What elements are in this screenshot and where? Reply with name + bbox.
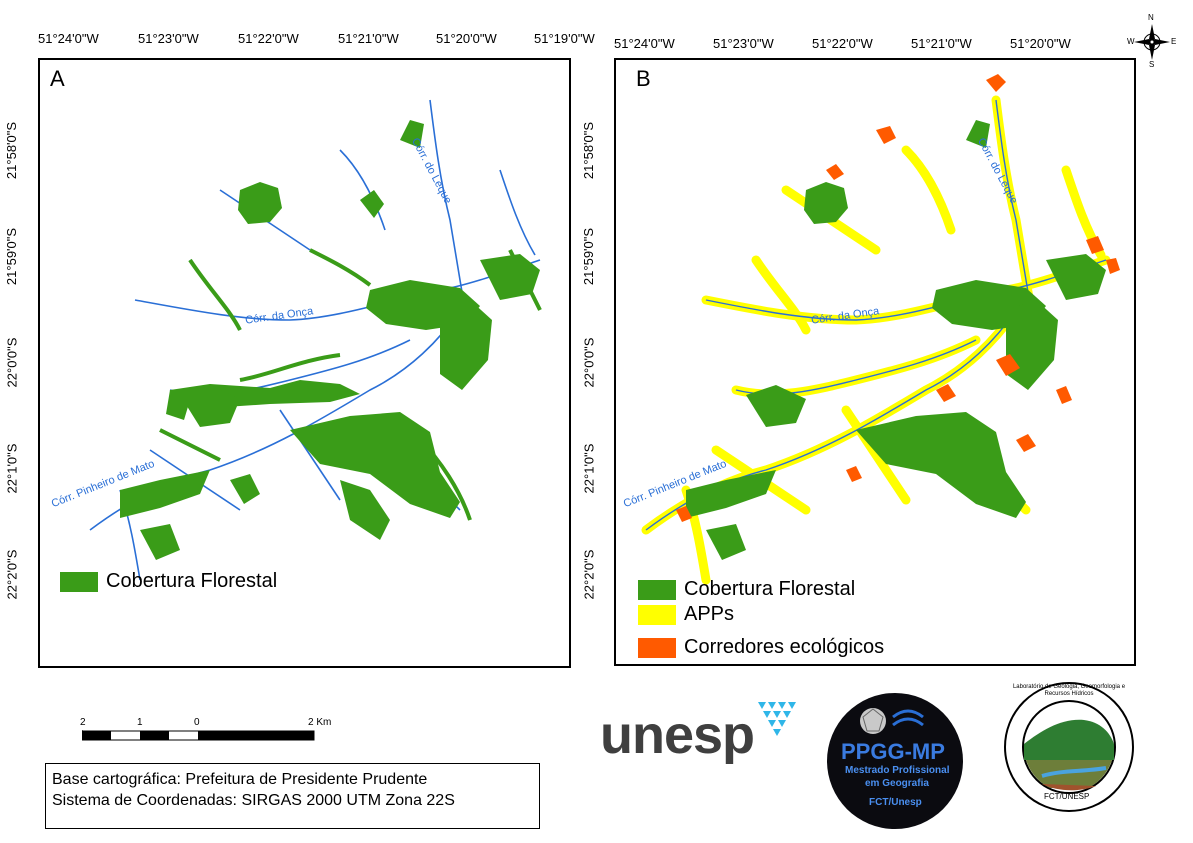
legend-label: Cobertura Florestal [106, 570, 278, 592]
latitude-label: 21°58'0"S [581, 121, 597, 180]
unesp-logo: unesp [600, 700, 800, 770]
unesp-triangles-icon [758, 702, 796, 736]
scale-label: 2 Km [308, 717, 332, 728]
legend-label: APPs [684, 603, 735, 625]
lab-logo: FCT/UNESP Laboratório de Geologia, Geomo… [1002, 680, 1136, 814]
longitude-label: 51°24'0"W [38, 31, 99, 46]
latitude-label: 22°2'0"S [4, 549, 20, 600]
scale-bar: 2 1 0 2 Km [80, 717, 340, 745]
longitude-label: 51°20'0"W [1010, 36, 1071, 51]
legend-item: APPs [638, 603, 734, 626]
legend-label: Corredores ecológicos [684, 636, 885, 658]
legend-item: Corredores ecológicos [638, 636, 884, 659]
scale-label: 1 [137, 717, 143, 728]
globe-waves-icon [860, 708, 924, 734]
lab-bottom-text: FCT/UNESP [1044, 792, 1090, 801]
panel-letter: B [636, 66, 651, 91]
east-letter: E [1171, 37, 1177, 46]
riparian-forest [159, 248, 542, 521]
longitude-label: 51°20'0"W [436, 31, 497, 46]
scale-label: 2 [80, 717, 86, 728]
legend-item: Cobertura Florestal [60, 570, 277, 593]
south-letter: S [1149, 60, 1155, 69]
map-panel-a: A [38, 58, 571, 668]
lab-seal-icon [1004, 682, 1134, 812]
longitude-label: 51°19'0"W [534, 31, 595, 46]
latitude-label: 22°0'0"S [581, 337, 597, 388]
legend-swatch-corridor [638, 637, 676, 658]
ecological-corridors [676, 74, 1120, 522]
ppgg-logo: PPGG-MP Mestrado Profissional em Geograf… [827, 693, 963, 829]
watershed-map [89, 99, 542, 581]
legend-swatch-forest [60, 571, 98, 592]
longitude-label: 51°24'0"W [614, 36, 675, 51]
ppgg-line: Mestrado Profissional [845, 765, 950, 776]
ppgg-line: em Geografia [865, 778, 929, 789]
legend-swatch-app [638, 604, 676, 625]
longitude-label: 51°22'0"W [238, 31, 299, 46]
west-letter: W [1127, 37, 1135, 46]
latitude-label: 21°59'0"S [4, 227, 20, 286]
longitude-label: 51°21'0"W [911, 36, 972, 51]
forest-cover [686, 120, 1106, 560]
longitude-label: 51°23'0"W [713, 36, 774, 51]
unesp-wordmark: unesp [600, 705, 755, 765]
latitude-label: 21°59'0"S [581, 227, 597, 286]
source-line-2: Sistema de Coordenadas: SIRGAS 2000 UTM … [52, 792, 455, 809]
latitude-label: 22°0'0"S [4, 337, 20, 388]
legend-swatch-forest [638, 579, 676, 600]
lab-ring-text: Laboratório de Geologia, Geomorfologia e… [1012, 684, 1126, 697]
longitude-label: 51°22'0"W [812, 36, 873, 51]
ppgg-title: PPGG-MP [841, 739, 945, 764]
latitude-label: 22°1'0"S [4, 443, 20, 494]
compass-rose-icon [1134, 24, 1170, 60]
map-panel-b: B [614, 58, 1136, 666]
scale-bar-graphic [82, 730, 315, 741]
source-box: Base cartográfica: Prefeitura de Preside… [45, 763, 540, 829]
panel-letter: A [50, 66, 65, 91]
watershed-map [641, 74, 1120, 585]
legend-label: Cobertura Florestal [684, 578, 856, 600]
latitude-label: 21°58'0"S [4, 121, 20, 180]
ppgg-line: FCT/Unesp [869, 797, 922, 808]
north-letter: N [1148, 13, 1154, 22]
forest-cover [120, 120, 540, 560]
latitude-label: 22°2'0"S [581, 549, 597, 600]
legend-item: Cobertura Florestal [638, 578, 855, 601]
latitude-label: 22°1'0"S [581, 443, 597, 494]
scale-label: 0 [194, 717, 200, 728]
longitude-label: 51°21'0"W [338, 31, 399, 46]
source-line-1: Base cartográfica: Prefeitura de Preside… [52, 771, 428, 788]
longitude-label: 51°23'0"W [138, 31, 199, 46]
north-arrow: N S W E [1127, 13, 1177, 69]
